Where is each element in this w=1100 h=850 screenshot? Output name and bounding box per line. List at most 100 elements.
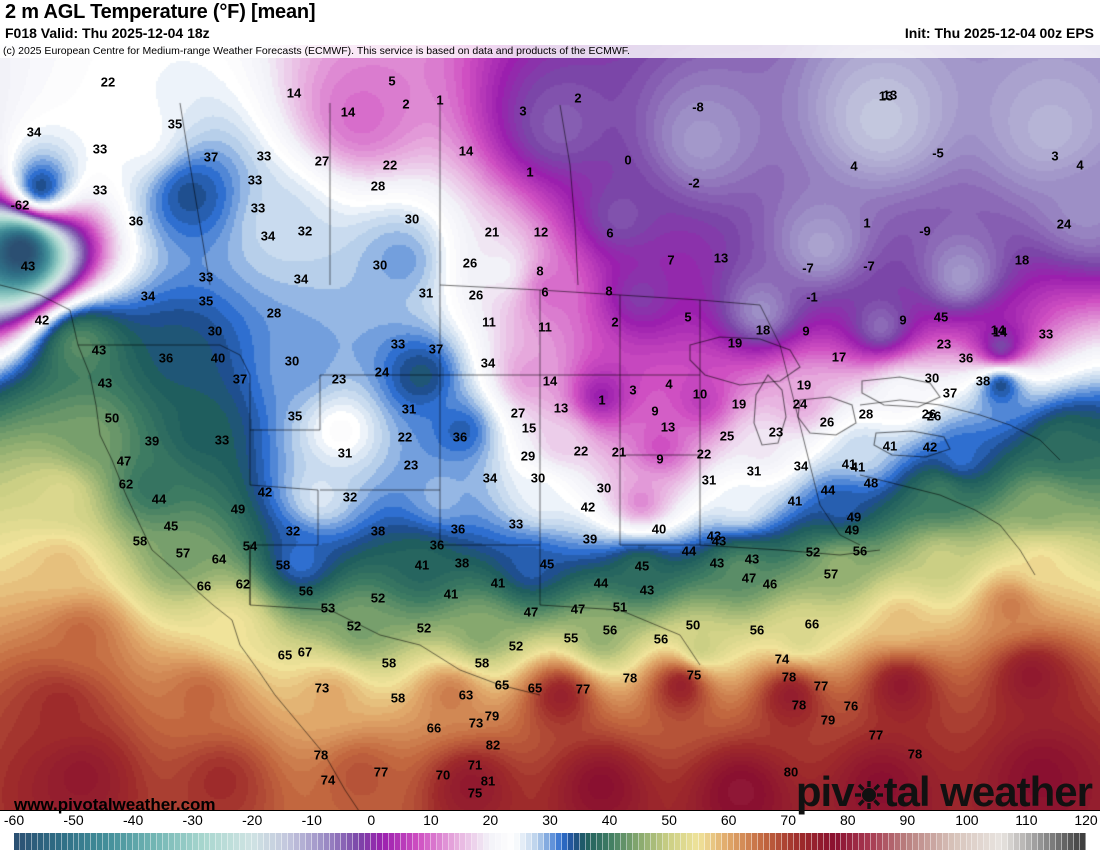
- colorbar-segment: [478, 833, 485, 850]
- colorbar-segment: [234, 833, 241, 850]
- colorbar-segment: [573, 833, 580, 850]
- colorbar-segment: [859, 833, 866, 850]
- colorbar-segment: [901, 833, 907, 850]
- colorbar-segment: [305, 833, 312, 850]
- colorbar-segment: [335, 833, 342, 850]
- colorbar-segment: [299, 833, 306, 850]
- colorbar-segment: [150, 833, 157, 850]
- colorbar-segment: [490, 833, 497, 850]
- colorbar-segment: [805, 833, 812, 850]
- colorbar-segment: [847, 833, 854, 850]
- colorbar-segment: [1049, 833, 1056, 850]
- colorbar-segment: [865, 833, 872, 850]
- colorbar-segment: [972, 833, 979, 850]
- colorbar-segment: [829, 833, 836, 850]
- colorbar-segment: [180, 833, 187, 850]
- colorbar-segment: [436, 833, 443, 850]
- map-canvas-container[interactable]: 22 14 5 14 34 35 33 37 33 27 22 14 2 1 3 2 0 -8 33 33 28 1 -2 4…: [0, 45, 1100, 811]
- colorbar-segment: [216, 833, 223, 850]
- colorbar-segment: [740, 833, 747, 850]
- colorbar-segment: [984, 833, 991, 850]
- colorbar-segment: [109, 833, 116, 850]
- colorbar-tick-label: 120: [1074, 812, 1098, 828]
- colorbar-tick-label: 60: [720, 812, 737, 828]
- colorbar-tick-label: -10: [301, 812, 322, 828]
- colorbar-tick-label: -40: [122, 812, 144, 828]
- colorbar-segment: [597, 833, 604, 850]
- colorbar-segment: [930, 833, 937, 850]
- colorbar-segment: [19, 833, 26, 850]
- colorbar-segment: [97, 833, 104, 850]
- colorbar-segment: [781, 833, 788, 850]
- colorbar-segment: [448, 833, 455, 850]
- colorbar-tick-label: 10: [423, 812, 439, 828]
- colorbar-segment: [609, 833, 616, 850]
- colorbar-segment: [1014, 833, 1021, 850]
- colorbar-segment: [186, 833, 193, 850]
- colorbar-segment: [835, 833, 842, 850]
- page-title: 2 m AGL Temperature (°F) [mean]: [5, 1, 316, 23]
- colorbar-segment: [133, 833, 140, 850]
- colorbar-segment: [240, 833, 247, 850]
- colorbar-segment: [317, 833, 324, 850]
- colorbar-segment: [746, 833, 753, 850]
- colorbar-segment: [758, 833, 765, 850]
- colorbar-segment: [662, 833, 669, 850]
- brand-text-part2: tal weather: [883, 768, 1093, 815]
- colorbar-segment: [466, 833, 473, 850]
- colorbar-segment: [1061, 833, 1068, 850]
- colorbar-segment: [418, 833, 425, 850]
- watermark-url: www.pivotalweather.com: [14, 795, 216, 814]
- attribution-bar: (c) 2025 European Centre for Medium-rang…: [0, 45, 1100, 58]
- watermark-brand: piv tal weather: [796, 768, 1093, 815]
- colorbar-segment: [966, 833, 973, 850]
- colorbar-segment: [103, 833, 110, 850]
- colorbar-segment: [883, 833, 890, 850]
- colorbar-segment: [222, 833, 229, 850]
- colorbar: -60 -50 -40 -30 -20 -10 0 10 20 30 40 50 60 70 80 90 100…: [0, 811, 1100, 850]
- colorbar-segment: [793, 833, 800, 850]
- colorbar-segment: [460, 833, 467, 850]
- colorbar-segment: [127, 833, 134, 850]
- colorbar-segment: [115, 833, 122, 850]
- colorbar-segment: [936, 833, 943, 850]
- colorbar-segment: [198, 833, 205, 850]
- colorbar-tick-label: 0: [367, 812, 376, 828]
- colorbar-segment: [990, 833, 997, 850]
- colorbar-segment: [91, 833, 98, 850]
- colorbar-segment: [639, 833, 646, 850]
- colorbar-tick-label: 90: [899, 812, 916, 828]
- colorbar-segment: [817, 833, 824, 850]
- colorbar-segment: [269, 833, 276, 850]
- colorbar-segment: [549, 833, 556, 850]
- colorbar-segment: [14, 833, 20, 850]
- colorbar-segment: [823, 833, 830, 850]
- colorbar-segment: [787, 833, 794, 850]
- colorbar-segment: [1037, 833, 1044, 850]
- colorbar-segment: [73, 833, 80, 850]
- colorbar-segment: [79, 833, 86, 850]
- colorbar-segment: [704, 833, 711, 850]
- header: 2 m AGL Temperature (°F) [mean] F018 Val…: [0, 0, 1100, 45]
- colorbar-tick-label: -30: [182, 812, 203, 828]
- colorbar-segment: [1026, 833, 1032, 850]
- colorbar-segment: [520, 833, 526, 850]
- colorbar-segment: [67, 833, 74, 850]
- colorbar-segment: [811, 833, 818, 850]
- colorbar-segment: [996, 833, 1003, 850]
- colorbar-segment: [204, 833, 211, 850]
- colorbar-segment: [1055, 833, 1062, 850]
- colorbar-segment: [406, 833, 413, 850]
- colorbar-gradient: [14, 833, 1086, 850]
- colorbar-tick-label: -60: [3, 812, 25, 828]
- colorbar-segment: [389, 833, 395, 850]
- colorbar-segment: [841, 833, 848, 850]
- colorbar-segment: [508, 833, 515, 850]
- colorbar-segment: [877, 833, 884, 850]
- colorbar-segment: [287, 833, 294, 850]
- colorbar-segment: [281, 833, 288, 850]
- colorbar-segment: [139, 833, 145, 850]
- colorbar-segment: [591, 833, 598, 850]
- colorbar-segment: [31, 833, 38, 850]
- colorbar-segment: [650, 833, 657, 850]
